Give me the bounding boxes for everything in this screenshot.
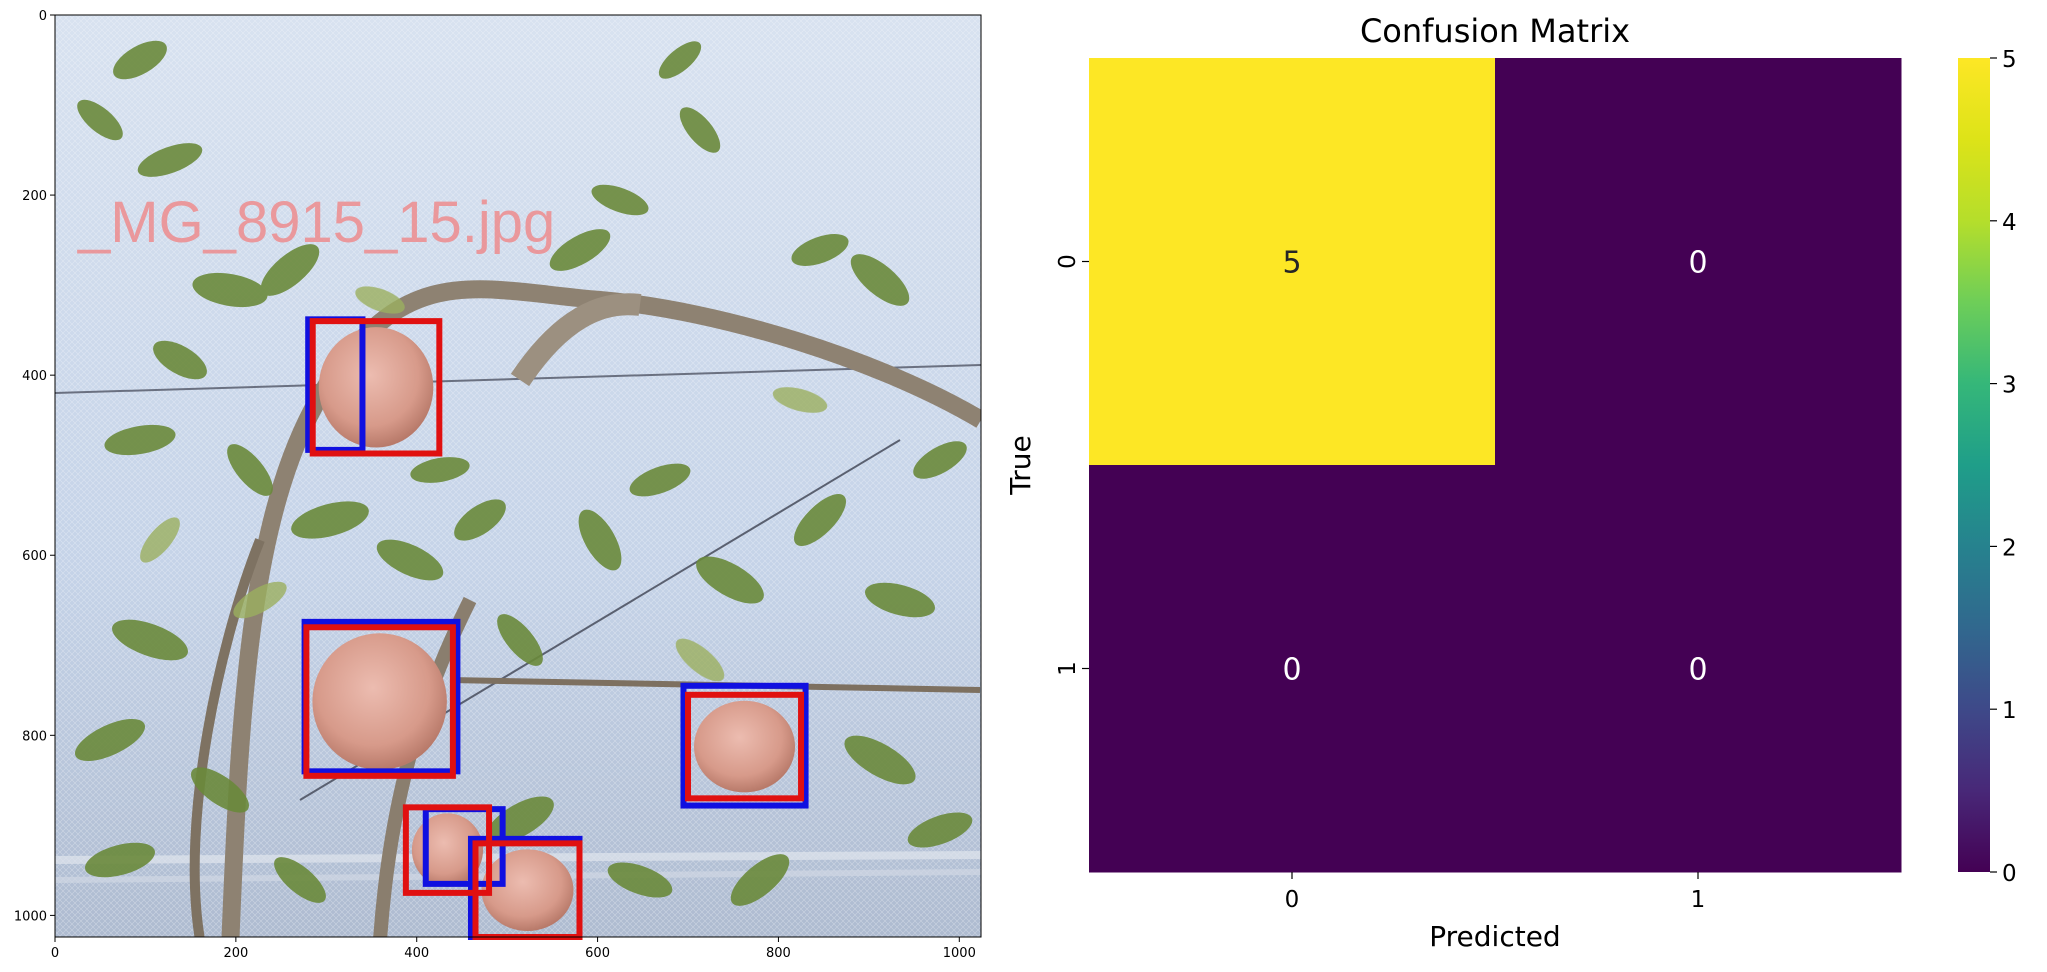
- y-tick-label: 200: [22, 189, 47, 204]
- prediction-box: [402, 804, 493, 896]
- cell-value-label: 0: [1282, 653, 1301, 688]
- y-tick-label: 0: [39, 9, 47, 24]
- cell-value-label: 5: [1282, 246, 1301, 281]
- colorbar-tick-label: 3: [2002, 373, 2017, 399]
- apple-fruit: [694, 700, 796, 793]
- heatmap-annotations: 5 0 0 0: [1282, 246, 1707, 688]
- y-tick-label: 600: [22, 549, 47, 564]
- photo-y-axis: 0 200 400 600 800 1000: [14, 9, 55, 924]
- apple-fruit: [481, 849, 574, 931]
- y-tick-label: 0: [1055, 254, 1081, 269]
- x-tick-label: 600: [585, 946, 610, 961]
- x-tick-label: 400: [404, 946, 429, 961]
- y-tick-label: 800: [22, 729, 47, 744]
- heatmap-y-axis: 01: [1055, 254, 1089, 676]
- ground-truth-box: [680, 682, 809, 809]
- apple-fruit: [318, 327, 434, 448]
- x-axis-label: Predicted: [1429, 920, 1560, 953]
- chart-title: Confusion Matrix: [1360, 12, 1630, 50]
- photo-panel: _MG_8915_15.jpg 0 200 400 600 800 1000 0 200 40…: [14, 9, 982, 961]
- colorbar-tick-label: 0: [2002, 861, 2017, 887]
- apple-fruit: [312, 633, 447, 770]
- apple-fruit: [411, 813, 484, 887]
- apple-tree-photo: [55, 15, 981, 937]
- x-tick-label: 0: [1285, 887, 1300, 913]
- photo-x-axis: 0 200 400 600 800 1000: [51, 937, 976, 961]
- bounding-boxes: [301, 316, 809, 940]
- heatmap-cells: [1089, 58, 1902, 873]
- colorbar-tick-label: 5: [2002, 47, 2017, 73]
- cell-value-label: 0: [1688, 246, 1707, 281]
- prediction-box: [303, 624, 456, 779]
- x-tick-label: 800: [766, 946, 791, 961]
- photo-axes-frame: [54, 14, 982, 938]
- heatmap-cell: [1089, 58, 1496, 466]
- image-filename-overlay: _MG_8915_15.jpg: [77, 190, 555, 255]
- colorbar: [1958, 58, 1990, 872]
- y-tick-label: 1: [1055, 661, 1081, 676]
- colorbar-tick-label: 4: [2002, 210, 2017, 236]
- y-tick-label: 400: [22, 369, 47, 384]
- x-tick-label: 200: [223, 946, 248, 961]
- apples: [312, 327, 796, 931]
- x-tick-label: 0: [51, 946, 59, 961]
- y-axis-label: True: [1004, 435, 1037, 495]
- colorbar-tick-label: 2: [2002, 535, 2017, 561]
- cell-value-label: 0: [1688, 653, 1707, 688]
- y-tick-label: 1000: [14, 909, 47, 924]
- x-tick-label: 1: [1691, 887, 1706, 913]
- prediction-box: [309, 318, 443, 457]
- x-tick-label: 1000: [943, 946, 976, 961]
- prediction-box: [685, 691, 805, 802]
- colorbar-tick-label: 1: [2002, 698, 2017, 724]
- heatmap-cell: [1495, 465, 1902, 873]
- colorbar-ticks: 0 1 2 3 4 5: [1990, 47, 2017, 887]
- heatmap-cell: [1495, 58, 1902, 466]
- heatmap-cell: [1089, 465, 1496, 873]
